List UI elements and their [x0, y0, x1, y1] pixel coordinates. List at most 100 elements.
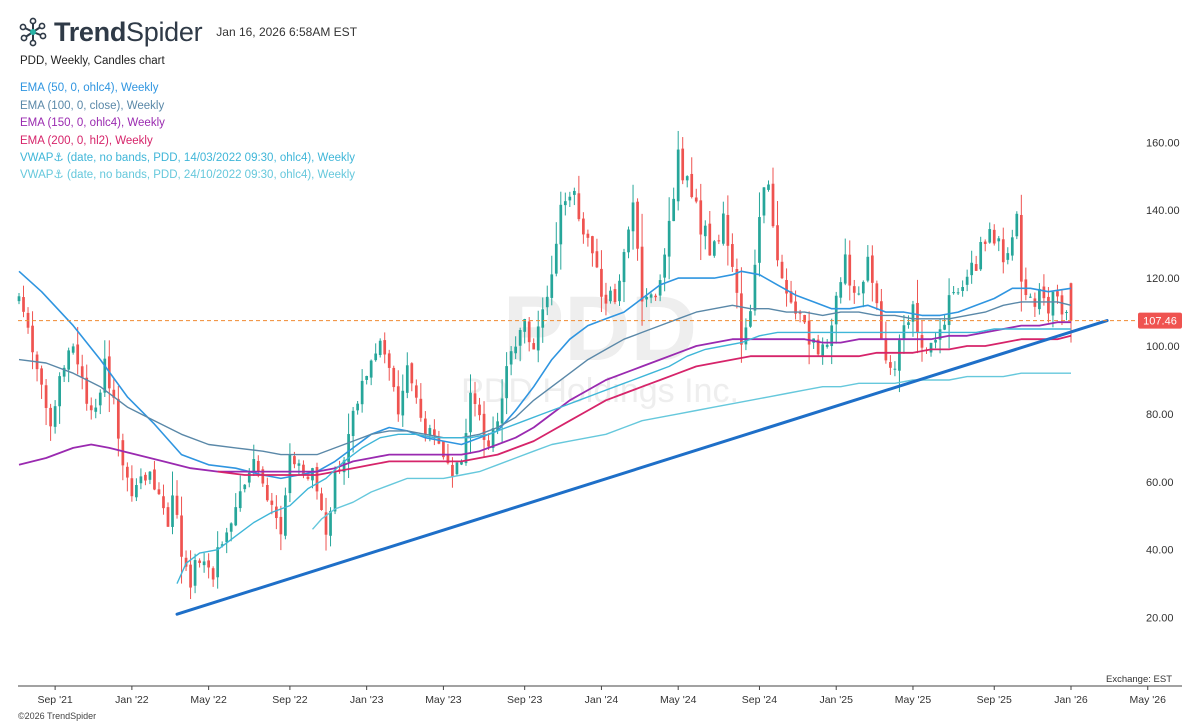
indicator-lines — [18, 270, 1072, 584]
candle-body — [62, 367, 66, 377]
candle-body — [785, 279, 788, 294]
candle-body — [889, 362, 892, 368]
candle-body — [907, 322, 910, 325]
candle-body — [401, 390, 405, 416]
candle-body — [460, 461, 463, 465]
candle-body — [166, 507, 170, 527]
candle-body — [469, 392, 472, 433]
candle-body — [482, 413, 486, 440]
candle-body — [672, 198, 676, 222]
x-tick-label: Jan '25 — [819, 694, 853, 706]
candle-body — [1056, 291, 1059, 297]
x-tick-label: May '23 — [425, 694, 462, 706]
candle-body — [342, 460, 346, 473]
candle-body — [1047, 296, 1050, 314]
candle-body — [71, 346, 75, 353]
candle-body — [712, 241, 716, 256]
candle-body — [884, 338, 888, 361]
indicator-line-3 — [217, 334, 1072, 476]
candle-body — [920, 334, 924, 348]
last-price-label: 107.46 — [1143, 316, 1177, 328]
brand-name: TrendSpider — [54, 17, 203, 48]
candle-body — [753, 264, 757, 311]
candle-body — [870, 255, 874, 283]
candle-body — [509, 351, 513, 365]
x-tick-label: May '25 — [895, 694, 932, 706]
candle-body — [44, 385, 48, 408]
y-tick-label: 120.00 — [1146, 273, 1180, 285]
candle-body — [703, 225, 707, 237]
candle-body — [762, 187, 766, 216]
legend-ema-100[interactable]: EMA (100, 0, close), Weekly — [20, 99, 165, 112]
watermark-symbol: PDD — [503, 278, 697, 380]
candle-body — [938, 329, 942, 340]
candle-body — [708, 223, 712, 256]
candle-body — [1001, 239, 1005, 263]
candle-body — [347, 434, 350, 462]
candle-body — [681, 148, 685, 181]
candle-body — [265, 485, 269, 501]
candle-body — [202, 561, 206, 566]
candle-body — [735, 269, 739, 293]
y-tick-label: 20.00 — [1146, 613, 1174, 625]
candle-body — [162, 496, 165, 509]
candle-body — [94, 407, 98, 412]
x-tick-label: May '26 — [1130, 694, 1167, 706]
indicator-line-2 — [18, 321, 1071, 473]
x-tick-label: Jan '22 — [115, 694, 149, 706]
candle-body — [76, 344, 80, 365]
support-trendline[interactable] — [175, 319, 1109, 616]
candle-body — [139, 476, 143, 484]
candle-body — [965, 276, 969, 285]
candle-body — [1024, 279, 1028, 296]
chart-timestamp: Jan 16, 2026 6:58AM EST — [216, 25, 358, 39]
header: TrendSpider Jan 16, 2026 6:58AM EST — [18, 14, 357, 50]
x-axis: Sep '21 Jan '22 May '22 Sep '22 Jan '23 May '… — [37, 686, 1166, 706]
x-tick-label: Jan '24 — [585, 694, 619, 706]
candle-body — [153, 469, 156, 490]
legend-ema-50[interactable]: EMA (50, 0, ohlc4), Weekly — [20, 82, 159, 95]
candle-body — [857, 293, 861, 295]
candle-body — [843, 254, 847, 284]
y-tick-label: 60.00 — [1146, 477, 1174, 489]
candle-body — [740, 293, 743, 345]
x-tick-label: Sep '24 — [742, 694, 777, 706]
legend-ema-150[interactable]: EMA (150, 0, ohlc4), Weekly — [20, 117, 165, 130]
copyright: ©2026 TrendSpider — [18, 711, 97, 721]
candle-body — [717, 240, 721, 242]
candle-body — [297, 463, 301, 466]
candle-body — [211, 568, 215, 580]
candle-body — [464, 433, 468, 464]
candle-body — [731, 244, 734, 267]
candle-body — [1006, 253, 1010, 260]
candle-body — [374, 353, 378, 361]
y-tick-label: 160.00 — [1146, 137, 1180, 149]
candle-body — [284, 495, 287, 536]
x-tick-label: Sep '22 — [272, 694, 307, 706]
candle-body — [893, 368, 897, 370]
candle-body — [983, 241, 987, 244]
trendspider-logo-icon — [19, 17, 47, 47]
overlay: 107.46 — [18, 312, 1182, 616]
legend-ema-200[interactable]: EMA (200, 0, hl2), Weekly — [20, 134, 153, 147]
candle-body — [442, 441, 445, 458]
candle-body — [825, 344, 829, 347]
candle-body — [780, 261, 784, 279]
candle-body — [261, 469, 265, 484]
candle-body — [473, 393, 477, 404]
candle-body — [1015, 213, 1019, 237]
candle-body — [613, 289, 617, 303]
candle-body — [329, 510, 332, 536]
candle-body — [852, 286, 856, 293]
candle-body — [144, 474, 147, 481]
candle-body — [952, 292, 955, 294]
candle-body — [112, 389, 116, 398]
candle-body — [31, 325, 34, 353]
candle-body — [135, 485, 138, 498]
candle-body — [180, 515, 183, 557]
candle-body — [898, 340, 901, 371]
legend-vwap-oct-2022[interactable]: VWAP⚓ (date, no bands, PDD, 24/10/2022 0… — [20, 169, 356, 182]
legend-vwap-mar-2022[interactable]: VWAP⚓ (date, no bands, PDD, 14/03/2022 0… — [20, 152, 356, 165]
candle-body — [1038, 288, 1041, 310]
